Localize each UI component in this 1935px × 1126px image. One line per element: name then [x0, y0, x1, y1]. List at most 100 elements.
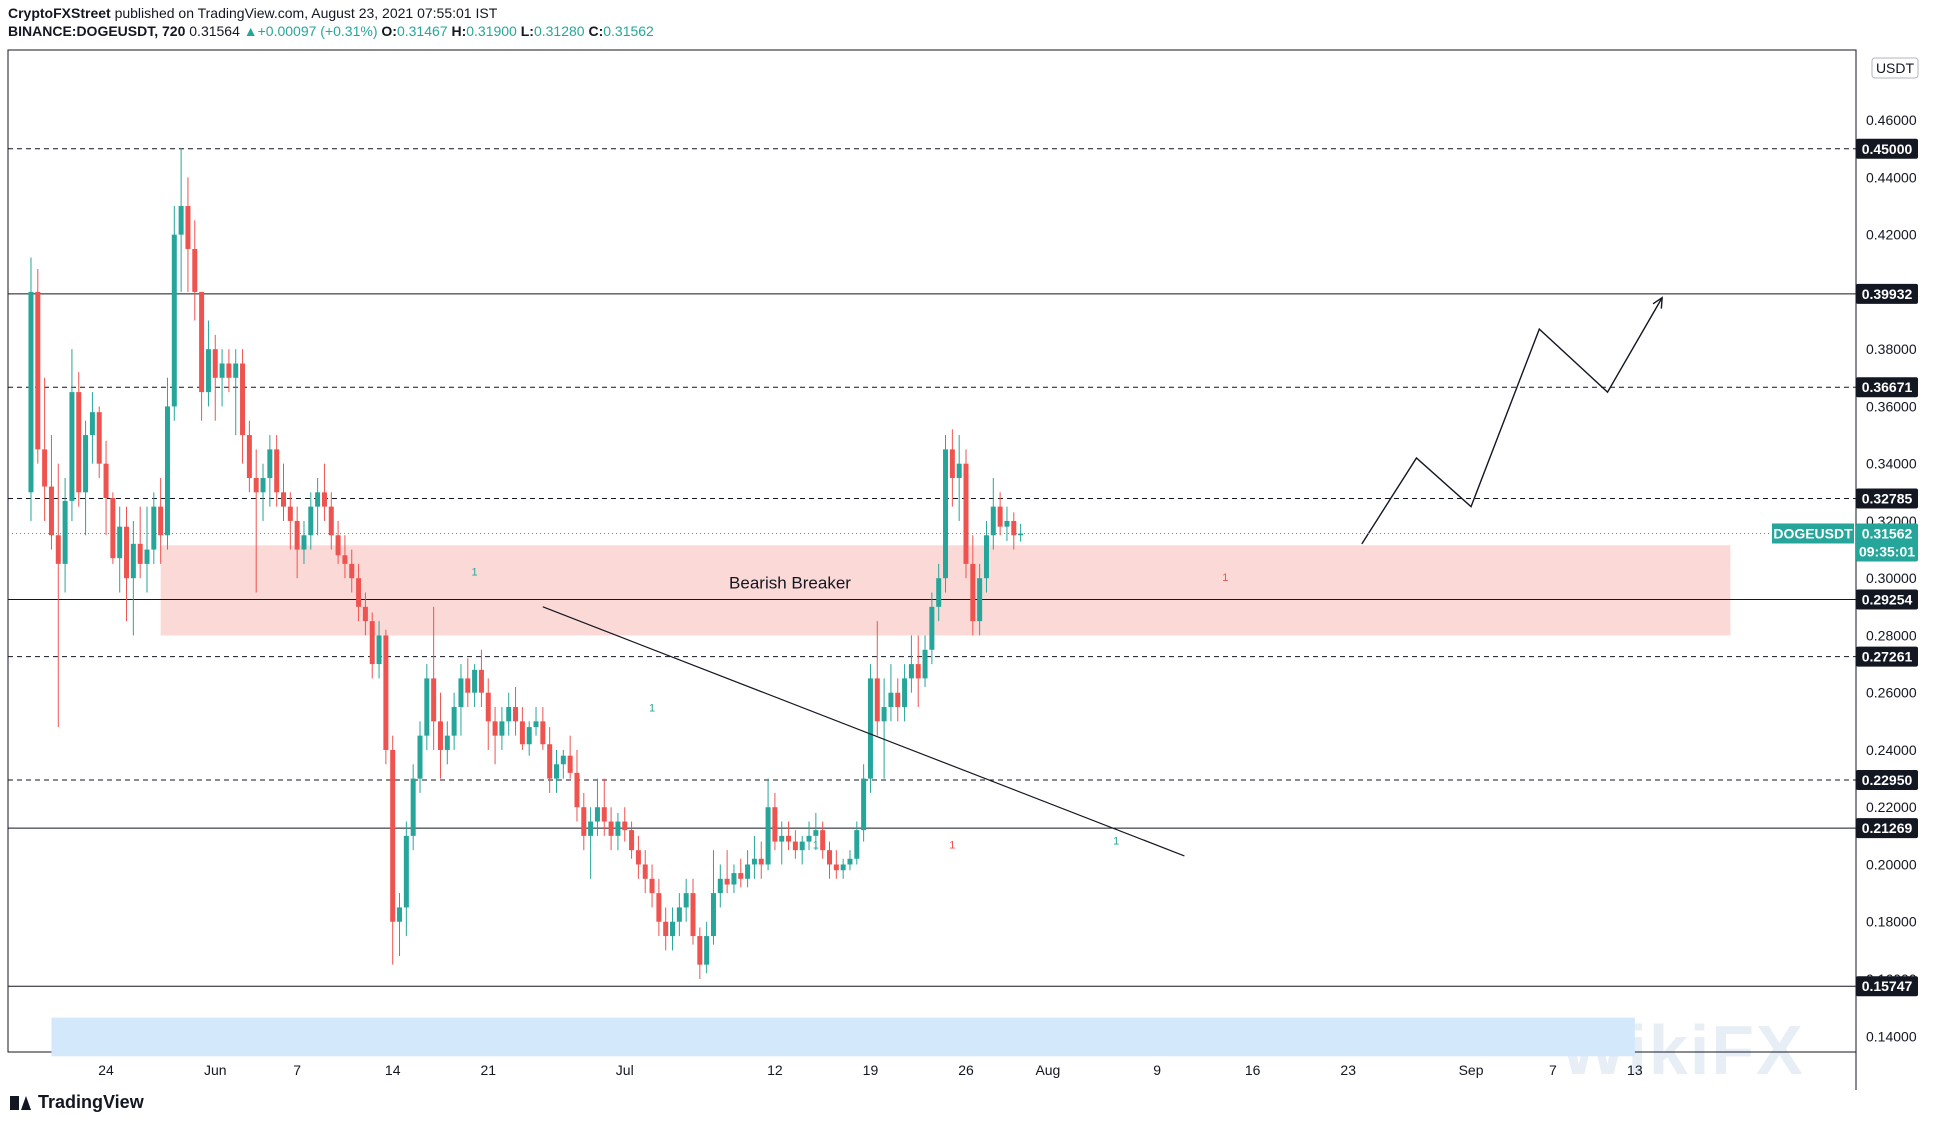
candle [281, 463, 286, 521]
candle-body [983, 535, 989, 579]
level-price-tag [1856, 377, 1918, 398]
candle [710, 850, 716, 945]
candle [246, 420, 252, 493]
candle [519, 707, 525, 750]
level-price-tag [1856, 646, 1918, 667]
candle-body [867, 678, 873, 779]
candle-body [219, 363, 225, 378]
candle-body [431, 678, 437, 722]
candle-body [615, 821, 621, 836]
level-price-tag-label: 0.27261 [1862, 649, 1913, 665]
candle [513, 686, 519, 736]
candle-body [48, 486, 54, 536]
candle-body [840, 864, 846, 871]
candle [977, 563, 983, 636]
candle [485, 678, 491, 750]
candle-body [417, 735, 423, 779]
tradingview-logo[interactable]: TradingView [10, 1092, 144, 1113]
candle [533, 707, 539, 736]
support-zone [51, 1017, 1635, 1057]
candle [990, 477, 996, 550]
candle [963, 449, 969, 579]
candle [294, 506, 300, 579]
candle-body [376, 635, 382, 665]
bearish-breaker-label: Bearish Breaker [729, 573, 851, 592]
chart-header: CryptoFXStreet published on TradingView.… [8, 4, 654, 40]
level-price-tag [1856, 488, 1918, 509]
candle-body [526, 727, 532, 745]
candle-body [260, 477, 266, 493]
candle [676, 893, 682, 937]
candle [554, 749, 559, 793]
candle [751, 835, 757, 879]
candle-body [137, 543, 143, 564]
candle-body [888, 692, 894, 708]
counter-marks-layer: 1 1 1 1 1 1 [472, 566, 1229, 851]
candle-body [451, 707, 457, 736]
candle [758, 841, 764, 879]
current-price-tag [1856, 523, 1918, 562]
candle-body [724, 878, 730, 885]
candle [410, 764, 416, 851]
trend-lines-layer [542, 296, 1663, 857]
candle [35, 269, 41, 464]
candle [110, 492, 116, 564]
price-tick-label: 0.20000 [1866, 856, 1917, 872]
level-price-tag-label: 0.29254 [1862, 592, 1913, 608]
candle [970, 535, 976, 636]
candle [806, 821, 812, 851]
candle [130, 520, 136, 636]
candle-body [697, 936, 703, 965]
price-tick-label: 0.42000 [1866, 227, 1917, 243]
candle-body [246, 435, 252, 478]
candle [929, 592, 935, 665]
candle [567, 735, 573, 779]
time-axis[interactable]: 24 Jun 7 14 21 Jul 12 19 26 Aug 9 16 23 Sep 7 13 [98, 1062, 1643, 1078]
candle-body [547, 744, 553, 779]
candle-body [472, 669, 478, 693]
candle-body [315, 492, 321, 507]
candle-body [758, 858, 764, 865]
candle-body [779, 835, 785, 842]
time-tick-label: 21 [480, 1062, 496, 1078]
candle-body [977, 578, 983, 622]
candle-body [274, 449, 280, 493]
symbol-tag [1772, 523, 1854, 544]
candle-body [895, 692, 901, 708]
time-tick-label: 7 [293, 1062, 301, 1078]
candle-body [663, 921, 669, 937]
candle [813, 812, 819, 851]
candle-body [212, 349, 218, 378]
candle [164, 377, 170, 550]
candle-body [588, 821, 594, 836]
candle-body [362, 606, 368, 622]
candle-body [76, 392, 82, 493]
close-label: C: [588, 23, 604, 39]
candle-body [772, 807, 778, 842]
candle-body [281, 492, 286, 507]
candle-body [301, 535, 307, 550]
candle-body [424, 678, 430, 736]
candle [362, 592, 368, 636]
candle [745, 850, 751, 888]
candle [936, 563, 942, 622]
candle-body [833, 864, 839, 871]
close-value: 0.31562 [603, 23, 654, 39]
candle [342, 535, 348, 579]
candle [574, 749, 580, 822]
candle [42, 377, 48, 521]
candle [956, 435, 962, 521]
candle-body [110, 498, 116, 559]
counter-mark: 1 [1113, 835, 1119, 847]
price-change: ▲+0.00097 (+0.31%) [243, 23, 378, 39]
candle [547, 727, 553, 793]
candle-body [117, 526, 123, 559]
candle [171, 206, 177, 421]
candle-body [949, 449, 955, 478]
candle-body [956, 463, 962, 478]
price-tick-label: 0.18000 [1866, 914, 1917, 930]
price-tick-label: 0.34000 [1866, 456, 1917, 472]
candle-body [820, 830, 826, 851]
candle [390, 735, 396, 965]
